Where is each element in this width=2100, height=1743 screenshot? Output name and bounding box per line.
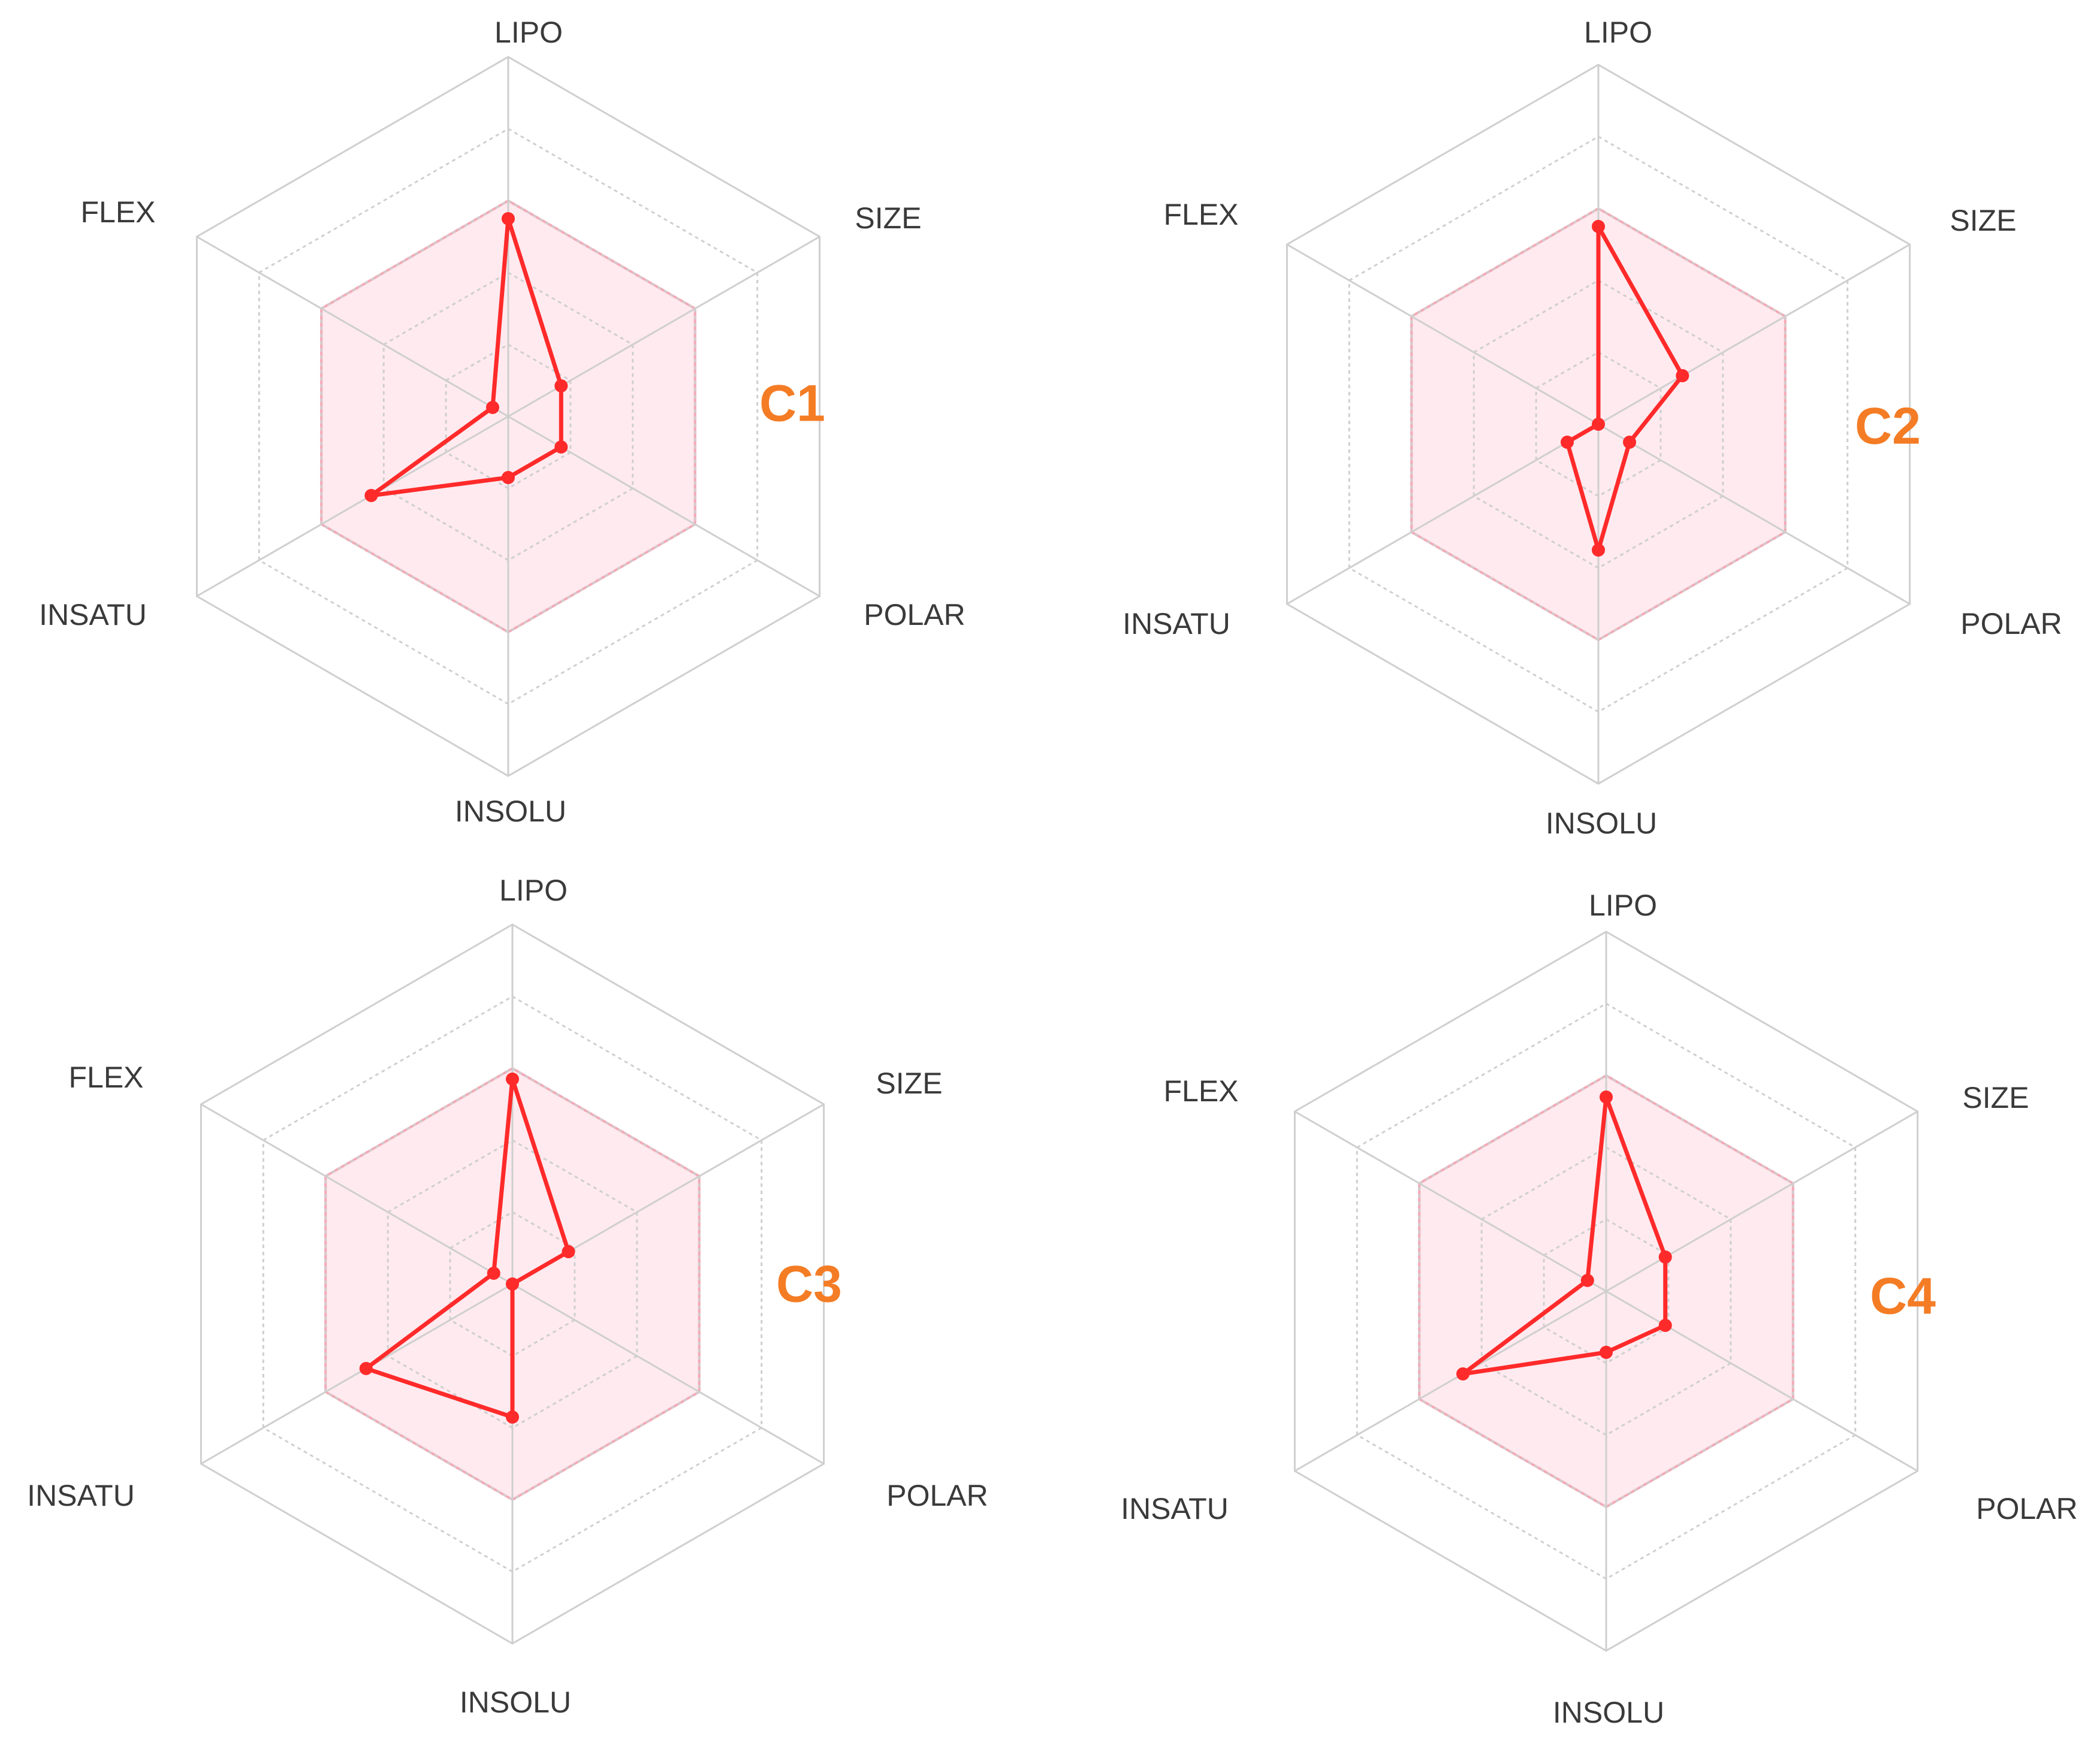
axis-spoke-insatu [196,415,509,597]
axis-label-flex: FLEX [68,1061,143,1094]
axis-label-insolu: INSOLU [455,795,566,828]
data-point-size [554,379,568,392]
data-point-insolu [1600,1346,1613,1359]
axis-label-insatu: INSATU [1123,607,1230,641]
data-point-insatu [1561,436,1574,449]
axis-spoke-insatu [1286,423,1599,605]
axis-spoke-size [1598,243,1911,425]
axis-label-lipo: LIPO [1589,889,1657,922]
data-point-polar [506,1277,519,1291]
axis-label-insolu: INSOLU [460,1685,571,1719]
axis-spoke-flex [196,235,509,418]
axis-label-flex: FLEX [80,195,155,229]
axis-label-size: SIZE [1950,204,2016,237]
compound-label-c4: C4 [1870,1268,1936,1325]
axis-label-lipo: LIPO [494,16,563,49]
data-point-insatu [364,489,378,502]
data-point-flex [487,1267,500,1280]
data-point-lipo [502,212,515,225]
data-point-insatu [359,1362,373,1375]
axis-label-flex: FLEX [1163,198,1238,231]
axis-spoke-insatu [200,1283,513,1465]
radar-chart-c2: LIPO SIZE POLAR INSOLU INSATU FLEX C2 [1123,16,2062,840]
data-point-insolu [1592,543,1605,557]
axis-label-flex: FLEX [1163,1074,1238,1108]
axis-label-lipo: LIPO [499,874,568,907]
data-point-size [1658,1250,1672,1264]
axis-label-size: SIZE [1962,1081,2029,1114]
axis-label-insatu: INSATU [1121,1492,1229,1525]
axis-label-insatu: INSATU [27,1479,135,1512]
axis-label-insolu: INSOLU [1546,806,1657,840]
axis-label-polar: POLAR [864,598,965,632]
axis-spoke-insatu [1294,1290,1607,1472]
radar-chart-c3: LIPO SIZE POLAR INSOLU INSATU FLEX C3 [27,874,988,1719]
radar-chart-c1: LIPO SIZE POLAR INSOLU INSATU FLEX C1 [39,16,965,828]
axis-spoke-polar [512,1283,825,1465]
axis-spoke-flex [1294,1110,1607,1292]
axis-label-polar: POLAR [1960,607,2062,641]
axis-label-polar: POLAR [886,1479,988,1512]
data-point-polar [1658,1319,1672,1332]
compound-label-c3: C3 [776,1256,842,1313]
axis-label-insatu: INSATU [39,598,147,632]
axis-spoke-polar [1598,423,1911,605]
data-point-lipo [1600,1090,1613,1104]
axis-label-lipo: LIPO [1584,16,1652,49]
axis-spoke-flex [1286,243,1599,425]
radar-chart-c4: LIPO SIZE POLAR INSOLU INSATU FLEX C4 [1121,889,2078,1729]
data-point-size [1676,369,1689,382]
data-point-flex [1580,1274,1594,1287]
data-point-lipo [506,1073,519,1086]
data-point-flex [486,401,499,414]
data-point-insolu [502,471,515,484]
axis-label-size: SIZE [876,1067,942,1100]
axis-label-insolu: INSOLU [1553,1696,1664,1729]
compound-label-c1: C1 [759,375,825,433]
compound-label-c2: C2 [1855,398,1921,455]
data-point-insolu [506,1410,519,1424]
data-point-flex [1592,418,1605,431]
axis-spoke-flex [200,1103,513,1285]
axis-label-size: SIZE [855,201,921,235]
data-point-lipo [1592,220,1605,233]
axis-label-polar: POLAR [1976,1492,2078,1525]
axis-spoke-size [1606,1110,1918,1292]
data-point-polar [1623,436,1636,449]
data-point-insatu [1456,1367,1470,1380]
data-point-size [562,1245,575,1258]
axis-spoke-polar [1606,1290,1918,1472]
data-point-polar [554,440,568,454]
